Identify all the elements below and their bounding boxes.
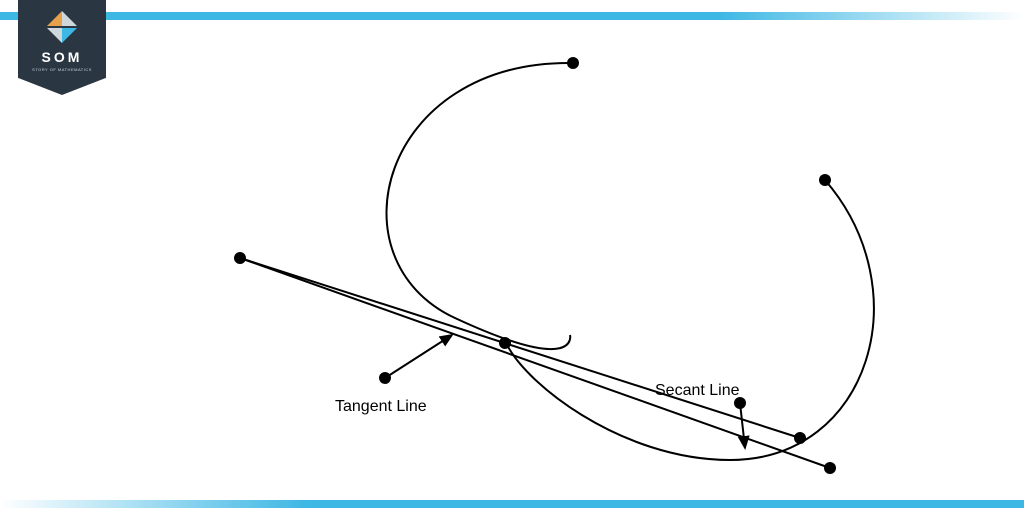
tangent-pointer — [385, 335, 452, 378]
secant-line-right-end — [824, 462, 836, 474]
curve-right-end-top — [819, 174, 831, 186]
secant-line — [240, 258, 830, 468]
math-diagram — [0, 0, 1024, 512]
tangent-point-mid — [499, 337, 511, 349]
secant-pointer — [740, 403, 745, 448]
tangent-label-dot — [379, 372, 391, 384]
secant-label: Secant Line — [655, 382, 740, 400]
left-curve — [387, 63, 573, 349]
curve-left-end-top — [567, 57, 579, 69]
tangent-label: Tangent Line — [335, 398, 427, 416]
tangent-line — [240, 258, 800, 438]
line-left-end — [234, 252, 246, 264]
tangent-line-right-end — [794, 432, 806, 444]
